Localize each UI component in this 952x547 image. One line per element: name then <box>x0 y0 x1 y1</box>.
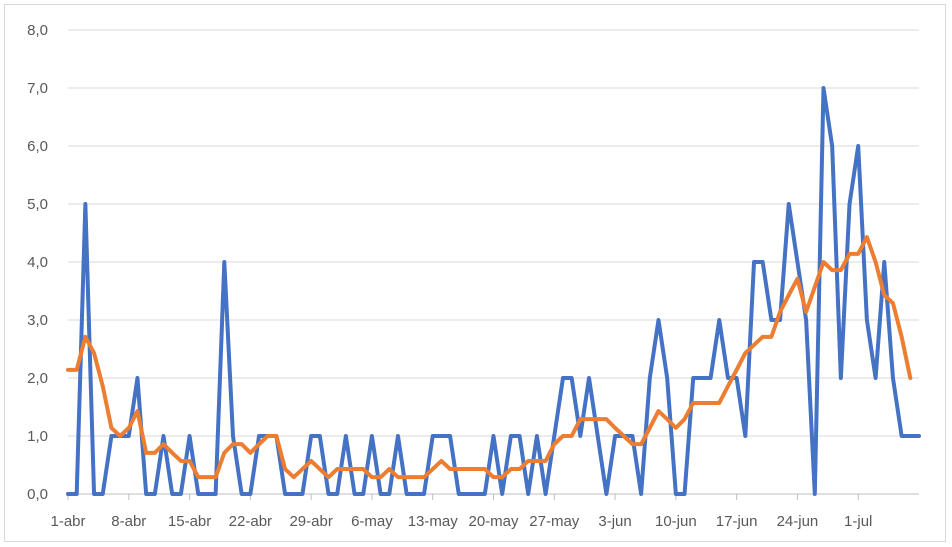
x-tick-label: 29-abr <box>289 513 332 530</box>
y-tick-label: 5,0 <box>27 196 48 213</box>
x-tick-label: 6-may <box>351 513 393 530</box>
series-line-2 <box>66 235 913 480</box>
x-tick-label: 15-abr <box>168 513 211 530</box>
y-axis-ticks: 0,0 1,0 2,0 3,0 4,0 5,0 6,0 7,0 8,0 <box>27 22 48 503</box>
x-tick-label: 27-may <box>529 513 580 530</box>
y-tick-label: 0,0 <box>27 486 48 503</box>
x-tick-label: 1-jul <box>844 513 872 530</box>
y-tick-label: 8,0 <box>27 22 48 39</box>
x-axis-ticks: 1-abr 8-abr 15-abr 22-abr 29-abr 6-may 13-may 2… <box>50 513 872 530</box>
x-tick-label: 8-abr <box>111 513 146 530</box>
x-tick-label: 1-abr <box>50 513 85 530</box>
x-tick-label: 17-jun <box>716 513 758 530</box>
x-tick-label: 24-jun <box>777 513 819 530</box>
y-tick-label: 4,0 <box>27 254 48 271</box>
x-tick-label: 3-jun <box>598 513 631 530</box>
x-tick-label: 13-may <box>408 513 459 530</box>
y-tick-label: 2,0 <box>27 370 48 387</box>
x-tick-label: 22-abr <box>229 513 272 530</box>
y-tick-label: 1,0 <box>27 428 48 445</box>
series-lines <box>66 86 921 496</box>
x-tick-label: 20-may <box>468 513 519 530</box>
y-tick-label: 6,0 <box>27 138 48 155</box>
x-tick-label: 10-jun <box>655 513 697 530</box>
gridlines <box>68 29 919 495</box>
y-tick-label: 7,0 <box>27 80 48 97</box>
y-tick-label: 3,0 <box>27 312 48 329</box>
